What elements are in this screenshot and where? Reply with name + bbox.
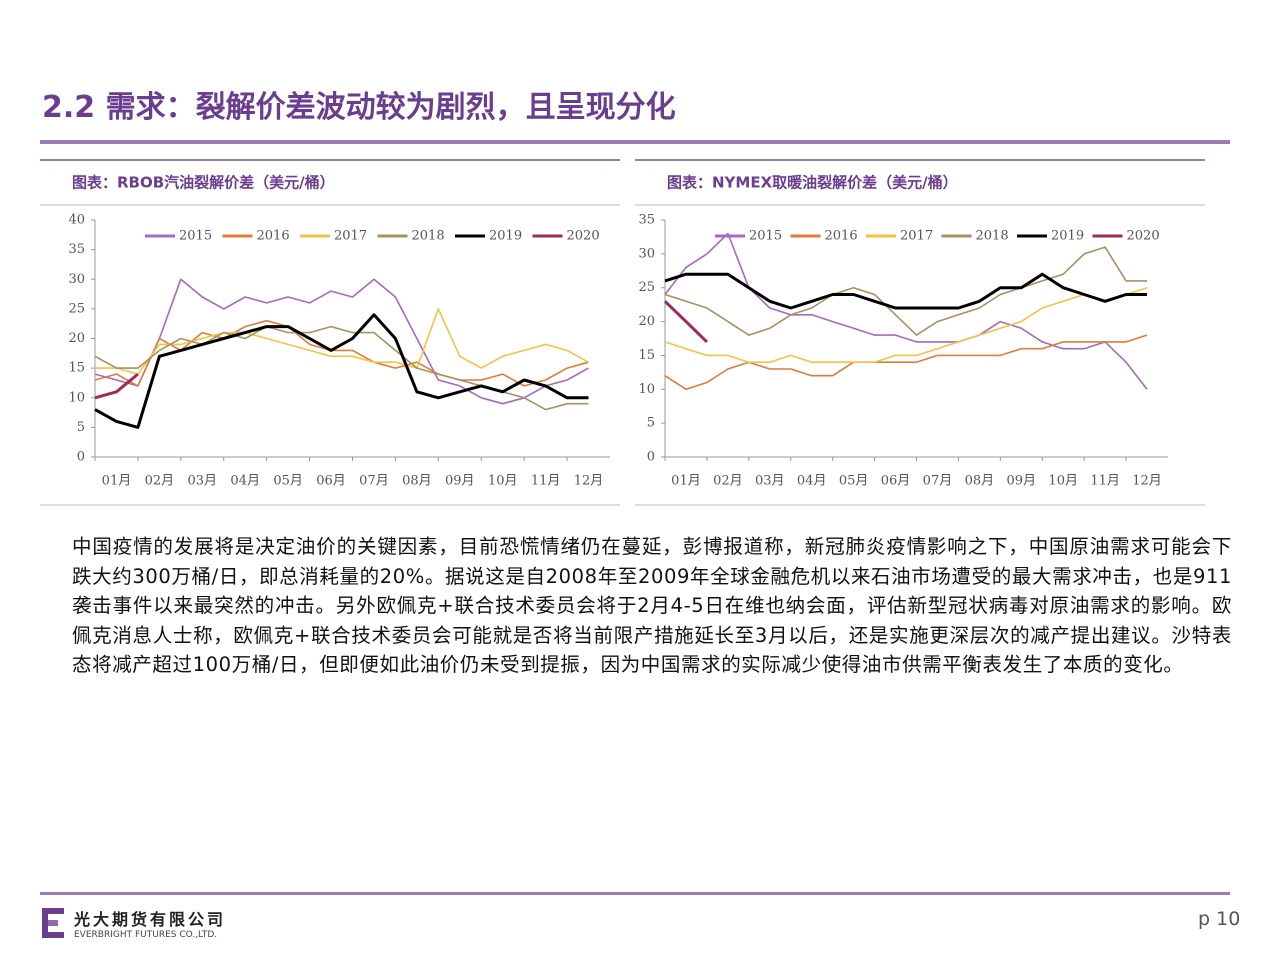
y-tick-label: 15: [68, 361, 85, 376]
x-tick-label: 09月: [1007, 474, 1037, 489]
x-tick-label: 06月: [881, 474, 911, 489]
y-tick-label: 25: [638, 280, 655, 295]
x-tick-label: 06月: [316, 474, 346, 489]
divider: [40, 140, 1230, 144]
x-tick-label: 01月: [102, 474, 132, 489]
page-title: 2.2 需求：裂解价差波动较为剧烈，且呈现分化: [42, 90, 676, 125]
x-tick-label: 07月: [923, 474, 953, 489]
y-tick-label: 20: [68, 331, 85, 346]
y-tick-label: 0: [647, 450, 655, 465]
series-line: [94, 372, 139, 400]
series-line: [664, 272, 1147, 310]
x-tick-label: 04月: [797, 474, 827, 489]
series-line: [94, 278, 589, 405]
body-text: 中国疫情的发展将是决定油价的关键因素，目前恐慌情绪仍在蔓延，彭博报道称，新冠肺炎…: [72, 535, 1232, 676]
x-tick-label: 01月: [671, 474, 701, 489]
legend-label: 2018: [412, 229, 445, 244]
y-tick-label: 5: [77, 420, 85, 435]
y-tick-label: 35: [638, 213, 655, 228]
chart-title: 图表：NYMEX取暖油裂解价差（美元/桶）: [667, 174, 958, 192]
x-tick-label: 05月: [273, 474, 303, 489]
y-tick-label: 35: [68, 242, 85, 257]
x-tick-label: 10月: [1048, 474, 1078, 489]
x-tick-label: 08月: [965, 474, 995, 489]
series-line: [94, 325, 589, 411]
legend-label: 2016: [257, 229, 290, 244]
x-tick-label: 12月: [1132, 474, 1162, 489]
y-tick-label: 30: [638, 246, 655, 261]
company-name: 光大期货有限公司: [74, 910, 227, 929]
x-tick-label: 11月: [1090, 474, 1120, 489]
series-line: [664, 232, 1148, 390]
series-line: [663, 300, 708, 343]
x-tick-label: 02月: [145, 474, 175, 489]
x-tick-label: 07月: [359, 474, 389, 489]
y-tick-label: 40: [68, 213, 85, 228]
company-name-en: EVERBRIGHT FUTURES CO.,LTD.: [74, 930, 218, 940]
logo: [42, 908, 64, 938]
y-tick-label: 5: [647, 416, 655, 431]
legend-label: 2017: [900, 229, 933, 244]
y-tick-label: 20: [638, 314, 655, 329]
x-tick-label: 09月: [445, 474, 475, 489]
series-line: [95, 308, 589, 375]
x-tick-label: 11月: [531, 474, 561, 489]
legend-label: 2015: [749, 229, 782, 244]
series-line: [664, 334, 1148, 391]
legend-label: 2016: [825, 229, 858, 244]
legend-label: 2019: [489, 229, 522, 244]
series-line: [94, 313, 589, 429]
y-tick-label: 10: [638, 382, 655, 397]
legend-label: 2020: [1127, 229, 1160, 244]
series-line: [664, 246, 1147, 336]
series-line: [94, 319, 589, 387]
x-tick-label: 05月: [839, 474, 869, 489]
chart-title: 图表：RBOB汽油裂解价差（美元/桶）: [72, 174, 335, 192]
x-tick-label: 02月: [713, 474, 743, 489]
x-tick-label: 03月: [188, 474, 218, 489]
legend-label: 2019: [1051, 229, 1084, 244]
legend-label: 2020: [567, 229, 600, 244]
x-tick-label: 10月: [488, 474, 518, 489]
x-tick-label: 04月: [230, 474, 260, 489]
page-number: p 10: [1198, 908, 1241, 930]
legend-label: 2015: [179, 229, 212, 244]
y-tick-label: 30: [68, 272, 85, 287]
series-line: [664, 286, 1148, 363]
y-tick-label: 10: [68, 390, 85, 405]
x-tick-label: 12月: [574, 474, 604, 489]
legend-label: 2018: [976, 229, 1009, 244]
y-tick-label: 15: [638, 348, 655, 363]
divider: [40, 892, 1230, 895]
x-tick-label: 03月: [755, 474, 785, 489]
x-tick-label: 08月: [402, 474, 432, 489]
y-tick-label: 25: [68, 301, 85, 316]
y-tick-label: 0: [77, 450, 85, 465]
legend-label: 2017: [334, 229, 367, 244]
